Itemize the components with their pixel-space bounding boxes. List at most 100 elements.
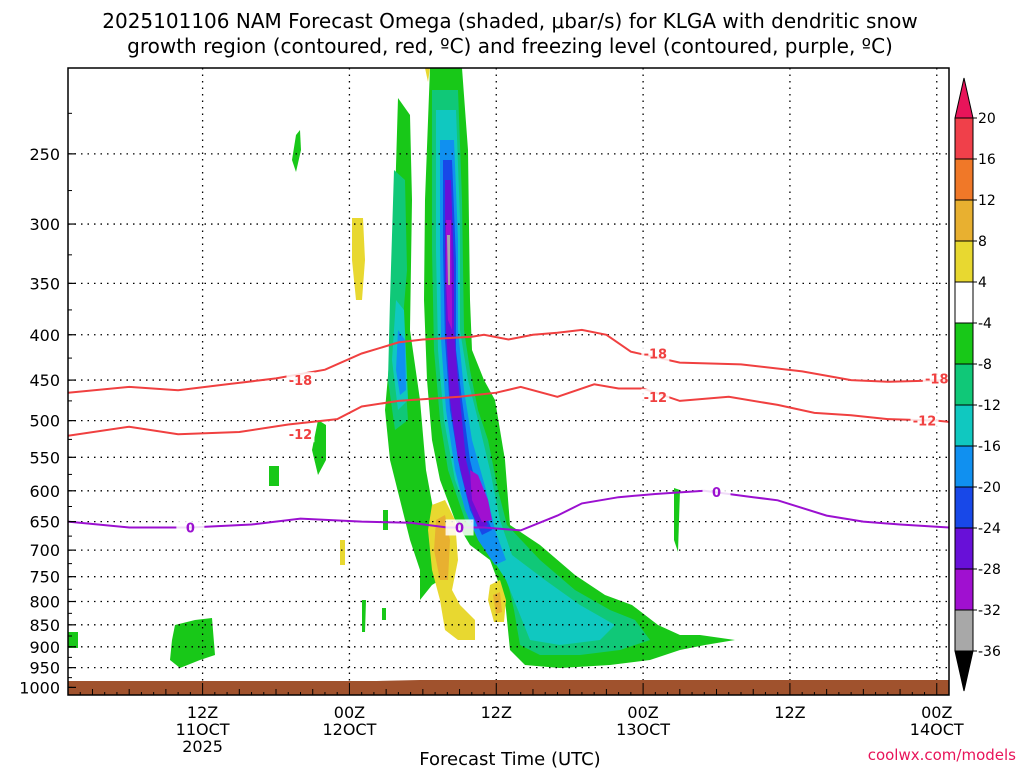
omega-region-indigo	[445, 180, 488, 528]
x-tick-label: 2025	[182, 737, 223, 756]
freezing-level-contour-label-bg	[702, 484, 731, 501]
omega-region-blue-left	[396, 330, 406, 395]
red-contour-0-label-bg	[641, 345, 670, 362]
y-axis: 250 300 350 400 450 500 550 600 650 700 750 800 850 9…	[19, 112, 76, 697]
colorbar-label: -36	[978, 644, 1001, 660]
y-tick-label: 800	[29, 593, 60, 612]
omega-region-orange-2	[493, 592, 502, 614]
ground-surface-top	[68, 680, 949, 686]
omega-region-green-patch-1	[292, 130, 301, 172]
omega-region-violet-low	[470, 470, 492, 522]
red-contour-1-label-bg	[641, 388, 670, 405]
colorbar-swatch	[954, 609, 974, 652]
colorbar-label: -12	[978, 398, 1001, 414]
omega-region-green-patch-8	[383, 510, 388, 530]
red-contour-1-label: -12	[644, 391, 668, 406]
colorbar-swatch	[954, 322, 974, 365]
omega-region-darkblue	[443, 160, 492, 535]
x-tick-label: 14OCT	[910, 720, 964, 739]
y-tick-label: 850	[29, 616, 60, 635]
colorbar-swatch	[954, 404, 974, 447]
x-tick-label: 00Z	[627, 703, 658, 722]
y-tick-label: 600	[29, 482, 60, 501]
freezing-level-contour-label: 0	[186, 521, 195, 536]
omega-region-green-patch-3	[269, 466, 279, 486]
colorbar-label: 20	[978, 111, 996, 127]
omega-region-green-patch-4	[68, 632, 78, 648]
omega-region-yellow-1	[352, 218, 365, 300]
omega-region-blue	[440, 140, 506, 565]
omega-region-green-patch-6	[674, 488, 680, 552]
colorbar-label: 8	[978, 234, 987, 250]
y-tick-label: 550	[29, 448, 60, 467]
colorbar-label: -24	[978, 521, 1001, 537]
freezing-level-contour-line	[68, 489, 949, 532]
red-contour-1-label-bg	[286, 426, 315, 443]
credit-link[interactable]: coolwx.com/models	[868, 746, 1016, 764]
x-tick-label: 00Z	[334, 703, 365, 722]
red-contour-0-label: -18	[644, 348, 668, 363]
omega-region-grey	[447, 235, 450, 285]
omega-region-yellow-4	[340, 540, 345, 565]
red-contour-0-label-bg	[922, 370, 949, 387]
colorbar-label: -20	[978, 480, 1001, 496]
x-tick-label: 12Z	[774, 703, 805, 722]
colorbar-label: -4	[978, 316, 992, 332]
colorbar-label: 16	[978, 152, 996, 168]
chart-title-line-1: 2025101106 NAM Forecast Omega (shaded, μ…	[102, 9, 918, 33]
omega-region-green-patch-9	[382, 608, 386, 620]
y-tick-label: 950	[29, 659, 60, 678]
colorbar-label: -8	[978, 357, 992, 373]
red-contour-0-label: -18	[289, 374, 313, 389]
colorbar-label: 4	[978, 275, 987, 291]
omega-region-green-patch-2	[312, 420, 326, 475]
y-tick-label: 1000	[19, 678, 60, 697]
colorbar-swatch	[954, 445, 974, 488]
colorbar-swatch	[954, 240, 974, 283]
ground-surface	[68, 681, 949, 695]
freezing-level-contour-label: 0	[712, 486, 721, 501]
colorbar-swatch	[954, 199, 974, 242]
y-tick-label: 250	[29, 145, 60, 164]
red-contour-1-label: -12	[913, 415, 937, 430]
y-tick-label: 500	[29, 412, 60, 431]
colorbar-swatch	[954, 568, 974, 611]
colorbar-label: -16	[978, 439, 1001, 455]
colorbar-swatch	[954, 486, 974, 529]
y-tick-label: 750	[29, 568, 60, 587]
x-tick-label: 12OCT	[322, 720, 376, 739]
y-tick-label: 300	[29, 215, 60, 234]
omega-region-yellow-5	[425, 68, 430, 82]
colorbar-swatch	[954, 158, 974, 201]
x-tick-label: 11OCT	[176, 720, 230, 739]
x-tick-label: 12Z	[481, 703, 512, 722]
omega-region-green-patch-7	[362, 600, 366, 632]
colorbar-arrow-bottom	[954, 650, 974, 692]
y-tick-label: 350	[29, 274, 60, 293]
y-tick-label: 450	[29, 371, 60, 390]
colorbar: 20 16 12 8 4 -4 -8 -12 -16 -20 -24 -28 -32 -36	[954, 77, 1001, 692]
y-tick-label: 650	[29, 513, 60, 532]
red-contour-1-label: -12	[289, 428, 313, 443]
contours: -18-18-18-12-12-120 000	[68, 328, 949, 536]
red-contour-0-label: -18	[925, 372, 949, 387]
red-contour-0-label-bg	[286, 372, 315, 389]
colorbar-swatch	[954, 281, 974, 324]
chart-title-line-2: growth region (contoured, red, ºC) and f…	[127, 34, 893, 58]
x-tick-label: 12Z	[187, 703, 218, 722]
colorbar-arrow-top	[954, 77, 974, 119]
x-axis-label: Forecast Time (UTC)	[419, 749, 600, 768]
colorbar-swatch	[954, 527, 974, 570]
x-tick-label: 00Z	[921, 703, 952, 722]
colorbar-label: 12	[978, 193, 996, 209]
x-tick-label: 13OCT	[616, 720, 670, 739]
freezing-level-contour-label-bg	[445, 519, 474, 536]
omega-region-green-patch-5	[170, 618, 215, 668]
freezing-level-contour-label: 0	[455, 521, 464, 536]
red-contour-1-label-bg	[910, 412, 939, 429]
colorbar-swatch	[954, 363, 974, 406]
y-tick-label: 400	[29, 326, 60, 345]
omega-shading	[68, 68, 735, 668]
